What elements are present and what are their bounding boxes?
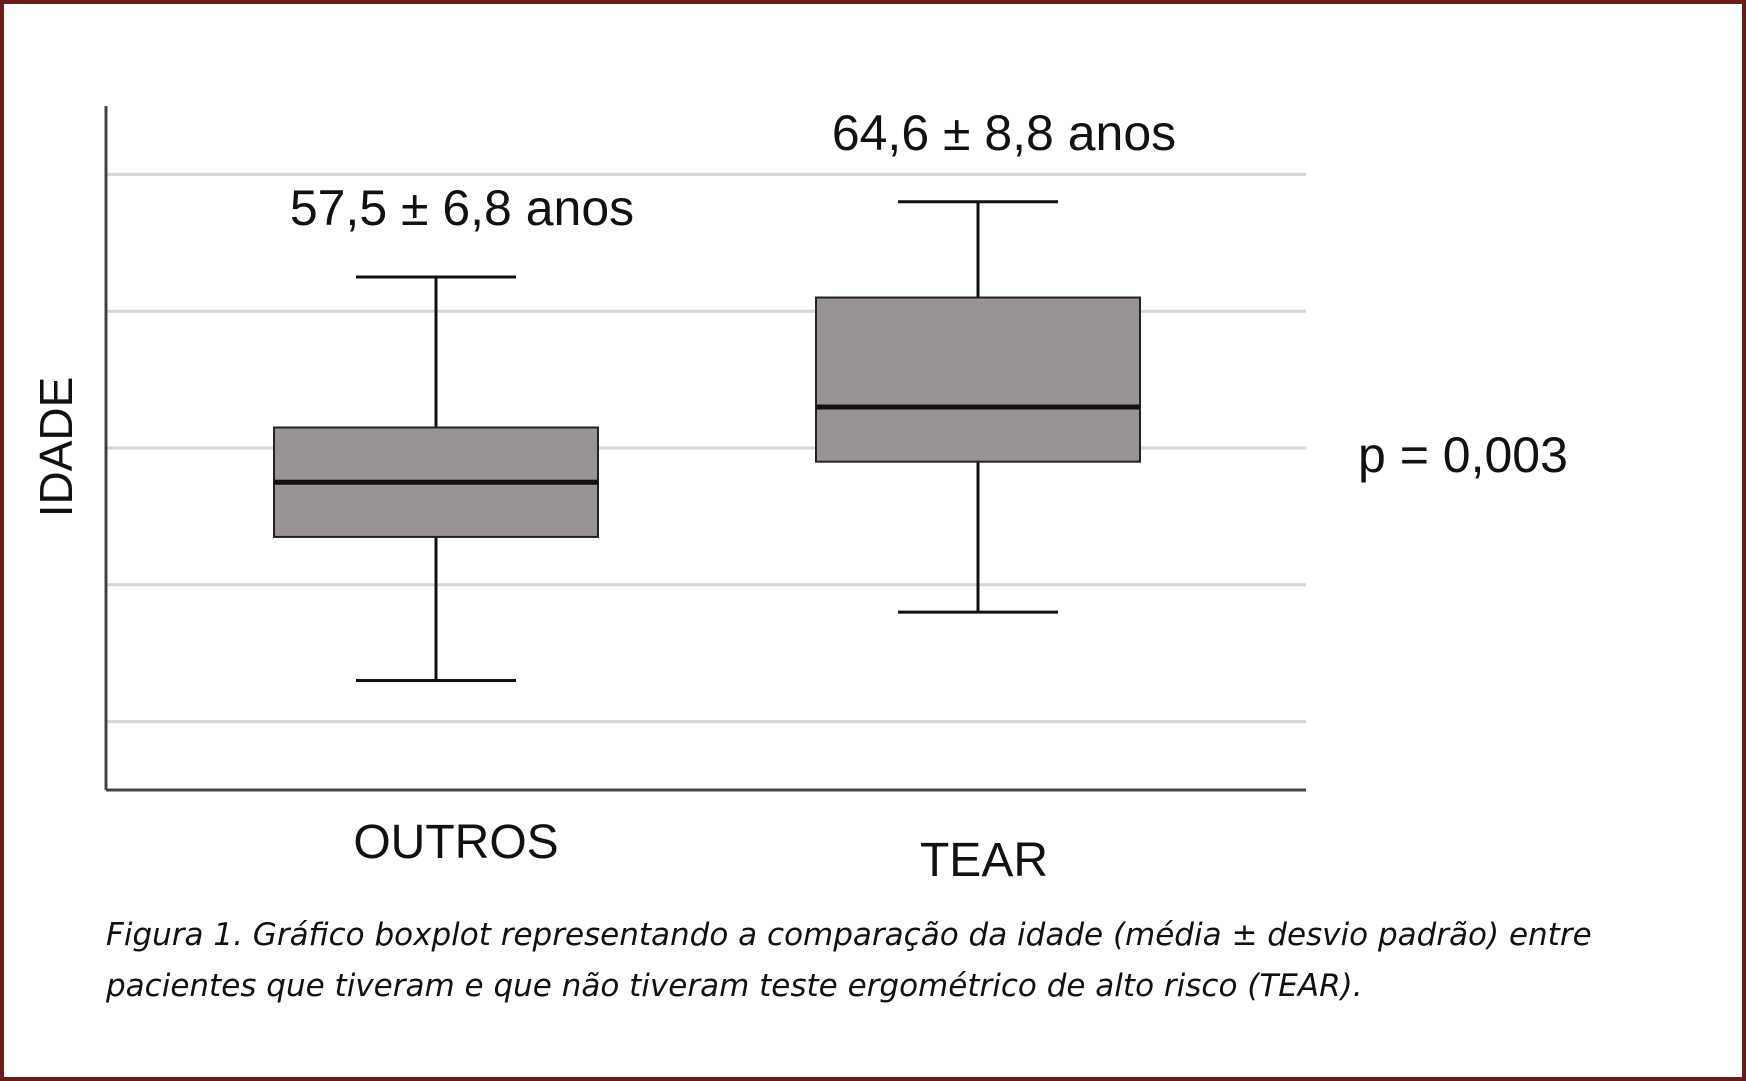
annotation-tear: 64,6 ± 8,8 anos <box>832 105 1176 161</box>
text-layer: 57,5 ± 6,8 anos OUTROS 64,6 ± 8,8 anos TEAR <box>290 105 1176 887</box>
category-label-tear: TEAR <box>920 834 1048 887</box>
annotation-outros: 57,5 ± 6,8 anos <box>290 180 634 236</box>
box-tear <box>815 296 1141 463</box>
p-value-label: p = 0,003 <box>1358 427 1568 483</box>
box-layer <box>273 200 1141 683</box>
category-label-outros: OUTROS <box>353 816 558 869</box>
y-axis-label: IDADE <box>30 377 82 518</box>
figure-caption: Figura 1. Gráfico boxplot representando … <box>106 917 1592 1004</box>
